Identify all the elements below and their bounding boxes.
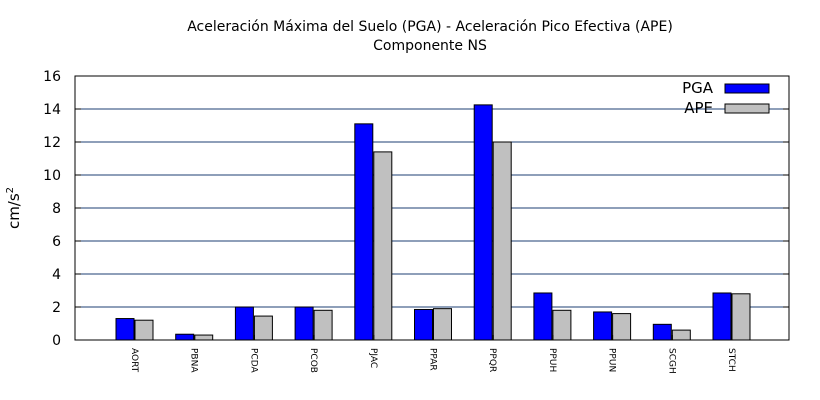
- bar-ape-pbna: [194, 334, 214, 341]
- x-tick-label: SCGH: [666, 348, 676, 374]
- bar-ape-aort: [134, 319, 154, 341]
- bar-ape-ppqr: [492, 141, 512, 341]
- x-tick-label: PJAC: [368, 348, 378, 368]
- y-axis-ticks: 0 2 4 6 8 10 12 14 16: [43, 69, 789, 349]
- bar-pga-pcda: [234, 306, 254, 341]
- x-tick-label: PPQR: [487, 348, 497, 372]
- x-tick-label: AORT: [129, 348, 139, 373]
- y-tick-label: 2: [52, 300, 61, 316]
- y-tick-label: 4: [52, 267, 61, 283]
- x-tick-label: PPUH: [547, 348, 557, 372]
- y-tick-label: 10: [43, 168, 61, 184]
- x-tick-label: PPAR: [428, 348, 438, 371]
- bar-ape-pcda: [253, 315, 273, 341]
- legend-swatch-ape: [724, 103, 770, 114]
- y-tick-label: 0: [52, 333, 61, 349]
- y-tick-label: 6: [52, 234, 61, 250]
- x-tick-label: PBNA: [189, 348, 199, 373]
- gridlines: [75, 108, 789, 308]
- bar-pga-pbna: [175, 333, 195, 341]
- x-tick-label: STCH: [726, 348, 736, 372]
- x-tick-label: PCOB: [308, 348, 318, 373]
- y-tick-label: 16: [43, 69, 61, 85]
- y-axis-label-unit: cm/s: [5, 193, 23, 229]
- bar-pga-pcob: [294, 306, 314, 341]
- chart-title: Aceleración Máxima del Suelo (PGA) - Ace…: [187, 19, 673, 35]
- y-axis-label: cm/s2: [5, 187, 23, 229]
- bar-pga-scgh: [652, 323, 672, 341]
- legend-label-ape: APE: [684, 99, 713, 117]
- chart-subtitle: Componente NS: [373, 38, 487, 54]
- bar-pga-ppqr: [473, 104, 493, 341]
- y-tick-label: 14: [43, 102, 61, 118]
- legend-label-pga: PGA: [682, 79, 714, 97]
- y-tick-label: 12: [43, 135, 61, 151]
- bar-ape-pjac: [373, 151, 393, 341]
- bar-pga-aort: [115, 318, 135, 341]
- bar-pga-stch: [712, 292, 732, 341]
- svg-text:cm/s2: cm/s2: [5, 187, 23, 229]
- bar-ape-stch: [731, 293, 751, 341]
- bar-ape-pcob: [313, 309, 333, 341]
- bar-ape-ppuh: [552, 309, 572, 341]
- bar-pga-pjac: [354, 123, 374, 341]
- y-axis-label-exponent: 2: [5, 187, 16, 193]
- bar-pga-ppuh: [533, 292, 553, 341]
- bar-ape-ppun: [612, 313, 632, 341]
- x-tick-label: PCDA: [248, 348, 258, 373]
- legend: PGA APE: [682, 79, 770, 117]
- bar-pga-ppar: [414, 308, 433, 341]
- bar-ape-ppar: [433, 308, 452, 341]
- legend-swatch-pga: [724, 83, 770, 94]
- bar-pga-ppun: [593, 311, 613, 341]
- bar-ape-scgh: [671, 329, 691, 341]
- x-axis-ticks: AORT PBNA PCDA PCOB PJAC PPAR PPQR PPUH PPUN SCGH…: [129, 335, 736, 374]
- y-tick-label: 8: [52, 201, 61, 217]
- plot-frame: [74, 75, 790, 341]
- bars: [115, 104, 751, 341]
- x-tick-label: PPUN: [607, 348, 617, 372]
